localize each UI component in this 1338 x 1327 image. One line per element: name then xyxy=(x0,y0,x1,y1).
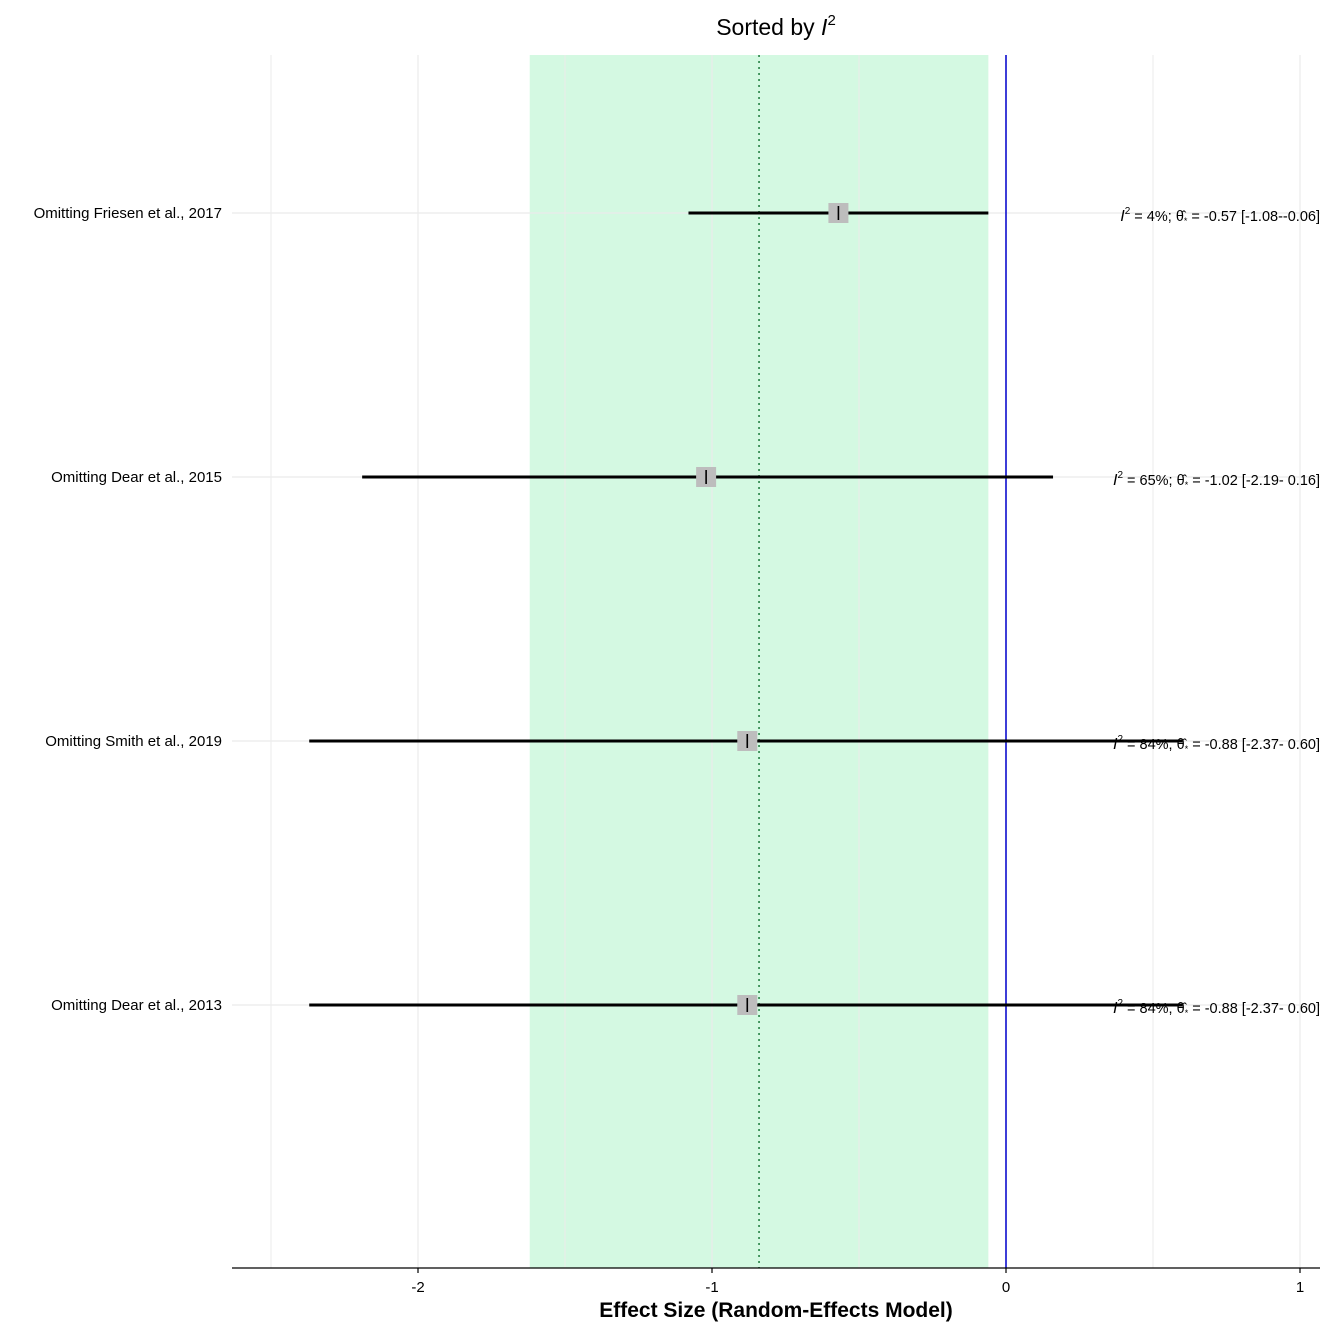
chart-title-text: Sorted by xyxy=(716,14,821,40)
study-label: Omitting Dear et al., 2015 xyxy=(51,469,222,486)
x-tick-label: -2 xyxy=(411,1279,424,1296)
study-annotation: I2 = 4%; θ̂* = -0.57 [-1.08--0.06] xyxy=(1120,206,1320,226)
chart-title-symbol: I xyxy=(821,14,828,40)
chart-title: Sorted by I2 xyxy=(716,12,836,40)
study-annotation: I2 = 65%; θ̂* = -1.02 [-2.19- 0.16] xyxy=(1113,470,1320,490)
x-tick-label: 0 xyxy=(1002,1279,1010,1296)
study-marks xyxy=(309,203,1183,1015)
study-label: Omitting Smith et al., 2019 xyxy=(45,733,222,750)
study-label: Omitting Dear et al., 2013 xyxy=(51,997,222,1014)
x-axis-label: Effect Size (Random-Effects Model) xyxy=(599,1299,953,1322)
study-annotation: I2 = 84%; θ̂* = -0.88 [-2.37- 0.60] xyxy=(1113,998,1320,1018)
study-annotation: I2 = 84%; θ̂* = -0.88 [-2.37- 0.60] xyxy=(1113,734,1320,754)
x-tick-label: -1 xyxy=(705,1279,718,1296)
chart-title-superscript: 2 xyxy=(827,12,835,29)
x-tick-label: 1 xyxy=(1296,1279,1304,1296)
text-labels: -2 -1 0 1 Omitting Friesen et al., 2017 I2 = … xyxy=(34,205,1320,1296)
study-label: Omitting Friesen et al., 2017 xyxy=(34,205,222,222)
reference-lines xyxy=(232,55,1320,1273)
